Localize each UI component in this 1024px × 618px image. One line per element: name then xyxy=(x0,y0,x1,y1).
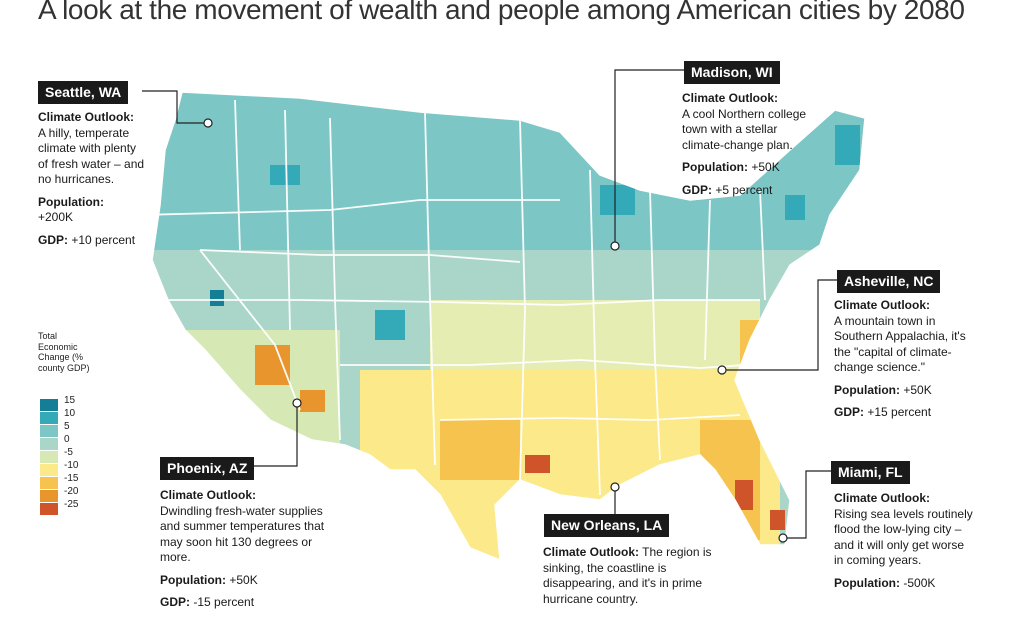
gdp-label: GDP: xyxy=(160,595,190,609)
city-card-seattle: Climate Outlook: A hilly, temperate clima… xyxy=(38,110,146,255)
legend-tick-label: 0 xyxy=(64,434,70,445)
population-label: Population: xyxy=(834,575,900,590)
climate-text: A mountain town in Southern Appalachia, … xyxy=(834,313,966,375)
population-value: +200K xyxy=(38,210,74,224)
us-choropleth-map xyxy=(142,69,866,561)
legend-swatch xyxy=(40,490,58,502)
population-label: Population: xyxy=(38,194,104,209)
city-card-phoenix: Climate Outlook: Dwindling fresh-water su… xyxy=(160,488,335,618)
legend-swatch xyxy=(40,438,58,450)
marker-miami xyxy=(778,533,788,543)
climate-label: Climate Outlook: xyxy=(543,545,640,559)
legend-tick-label: 15 xyxy=(64,395,76,406)
climate-label: Climate Outlook: xyxy=(682,91,779,105)
marker-seattle xyxy=(203,118,213,128)
marker-asheville xyxy=(717,365,727,375)
climate-label: Climate Outlook: xyxy=(160,488,257,502)
population-value: +50K xyxy=(229,572,258,587)
climate-text: Rising sea levels routinely flood the lo… xyxy=(834,506,973,568)
population-label: Population: xyxy=(682,160,748,174)
marker-new-orleans xyxy=(610,482,620,492)
legend-swatch xyxy=(40,425,58,437)
gdp-value: +5 percent xyxy=(715,182,773,197)
city-label-asheville: Asheville, NC xyxy=(837,270,941,293)
city-label-seattle: Seattle, WA xyxy=(38,81,129,104)
gdp-label: GDP: xyxy=(834,405,864,419)
legend-tick-label: 10 xyxy=(64,408,76,419)
legend-title: Total Economic Change (% county GDP) xyxy=(38,331,90,373)
population-label: Population: xyxy=(160,572,226,587)
legend-swatch xyxy=(40,464,58,476)
legend-swatch xyxy=(40,503,58,515)
legend-swatch xyxy=(40,451,58,463)
city-card-madison: Climate Outlook: A cool Northern college … xyxy=(682,91,822,205)
city-label-phoenix: Phoenix, AZ xyxy=(160,457,255,480)
legend-swatch xyxy=(40,477,58,489)
city-label-miami: Miami, FL xyxy=(831,461,910,484)
city-card-new-orleans: Climate Outlook: The region is sinking, … xyxy=(543,545,713,614)
legend-tick-label: -15 xyxy=(64,473,79,484)
legend-tick-label: -25 xyxy=(64,499,79,510)
climate-label: Climate Outlook: xyxy=(38,110,135,124)
climate-label: Climate Outlook: xyxy=(834,491,931,505)
legend-tick-label: -5 xyxy=(64,447,73,458)
city-card-miami: Climate Outlook: Rising sea levels routin… xyxy=(834,491,974,598)
city-label-madison: Madison, WI xyxy=(684,61,780,84)
map-title: A look at the movement of wealth and peo… xyxy=(38,0,965,25)
climate-text: Dwindling fresh-water supplies and summe… xyxy=(160,503,325,565)
legend-swatch xyxy=(40,412,58,424)
legend-tick-label: 5 xyxy=(64,421,70,432)
population-value: -500K xyxy=(903,575,936,590)
city-label-new-orleans: New Orleans, LA xyxy=(544,514,670,537)
legend-tick-label: -20 xyxy=(64,486,79,497)
gdp-value: -15 percent xyxy=(193,595,255,609)
city-markers xyxy=(203,118,788,543)
marker-madison xyxy=(610,241,620,251)
legend-swatch xyxy=(40,399,58,411)
climate-label: Climate Outlook: xyxy=(834,298,931,312)
gdp-value: +15 percent xyxy=(867,405,932,419)
gdp-label: GDP: xyxy=(682,182,712,197)
climate-text: A hilly, temperate climate with plenty o… xyxy=(38,125,145,187)
population-value: +50K xyxy=(751,160,780,174)
marker-phoenix xyxy=(292,398,302,408)
population-label: Population: xyxy=(834,382,900,397)
gdp-label: GDP: xyxy=(38,232,68,247)
legend-tick-label: -10 xyxy=(64,460,79,471)
climate-text: A cool Northern college town with a stel… xyxy=(682,106,807,152)
city-card-asheville: Climate Outlook: A mountain town in South… xyxy=(834,298,974,428)
population-value: +50K xyxy=(903,382,932,397)
gdp-value: +10 percent xyxy=(71,232,136,247)
